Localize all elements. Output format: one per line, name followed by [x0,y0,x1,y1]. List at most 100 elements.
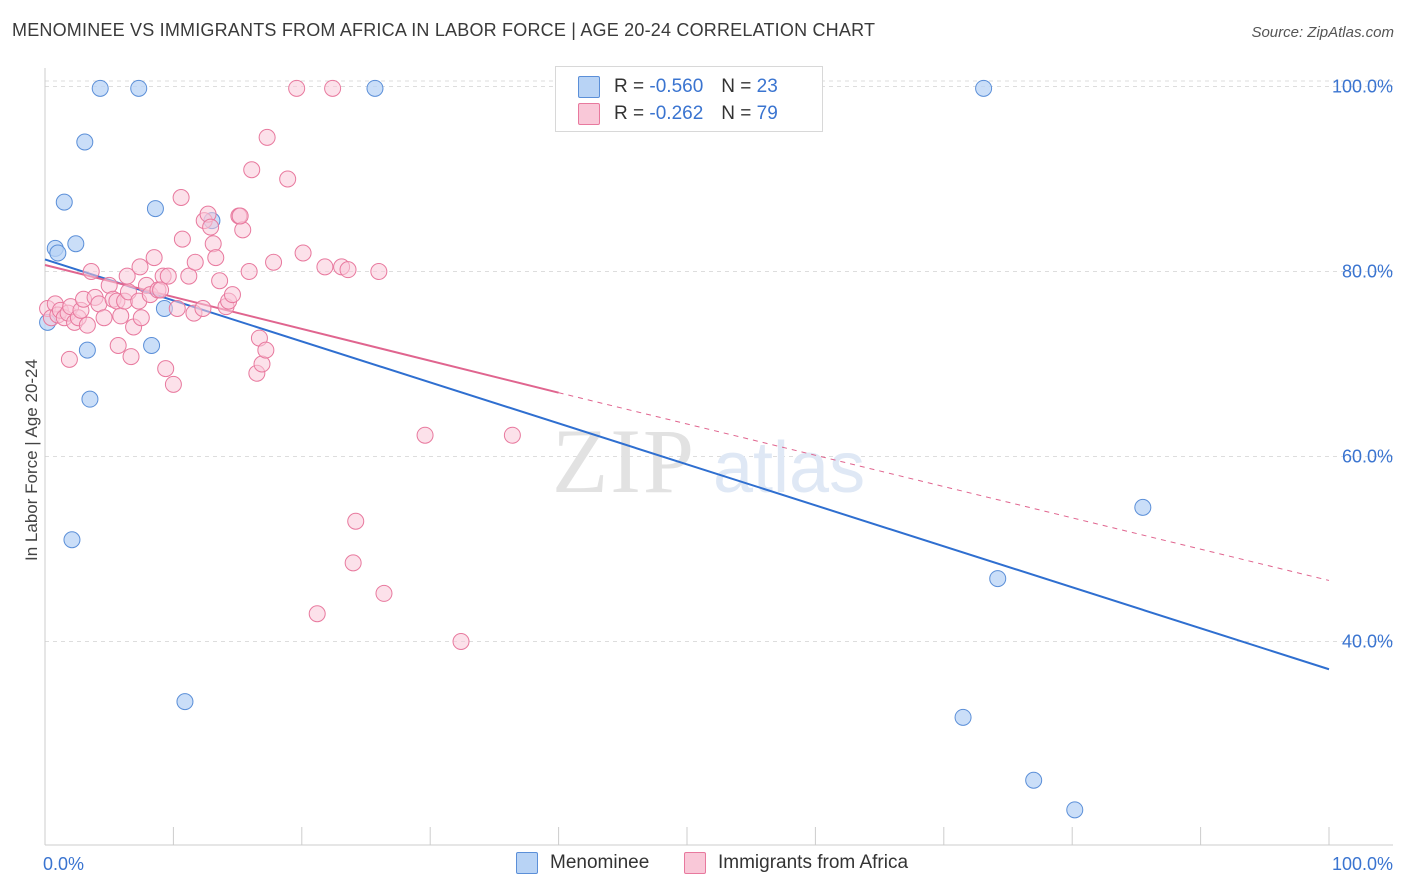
n-value: 23 [756,76,778,97]
africa-point [347,512,365,530]
n-value: 79 [756,103,778,124]
r-label: R = [614,76,645,97]
africa-point [240,263,258,280]
menominee-point [49,244,67,262]
africa-point [60,350,78,368]
menominee-point [176,693,194,711]
africa-point [159,267,177,285]
africa-point [164,375,182,393]
africa-point [223,286,241,304]
menominee-point [366,79,384,97]
menominee-point [76,133,94,151]
legend-item-africa: Immigrants from Africa [684,852,908,874]
africa-point [157,360,175,378]
africa-swatch [684,852,706,874]
y-tick-label: 80.0% [1342,262,1393,282]
menominee-point [975,79,993,97]
africa-point [234,221,252,239]
africa-point [194,300,212,317]
africa-point [344,554,362,572]
africa-trend-extension [558,392,1330,581]
menominee-point [1025,771,1043,789]
africa-point [82,263,100,280]
menominee-point [55,193,73,211]
y-tick-label: 100.0% [1332,77,1393,97]
legend-label: Menominee [550,852,650,873]
menominee-point [81,390,99,408]
africa-point [308,605,326,623]
africa-point [370,263,388,280]
africa-point [452,633,470,650]
watermark-atlas: atlas [713,428,865,508]
africa-point [122,348,140,366]
africa-point [118,267,136,285]
africa-point [172,189,190,206]
menominee-point [1066,801,1084,819]
menominee-point [63,531,81,549]
africa-point [95,309,113,327]
africa-point [288,79,306,97]
africa-point [231,207,249,225]
x-tick-label: 0.0% [43,854,84,874]
chart-title: MENOMINEE VS IMMIGRANTS FROM AFRICA IN L… [12,20,876,40]
africa-point [145,249,163,267]
menominee-point [67,235,85,253]
africa-point [109,337,127,354]
africa-point [132,309,150,327]
africa-point [243,161,261,179]
y-tick-label: 60.0% [1342,447,1393,467]
africa-point [257,341,275,359]
africa-point [503,426,521,444]
africa-point [78,316,96,334]
africa-trend-line [44,264,559,394]
africa-point [131,258,149,276]
africa-point [112,307,130,325]
africa-point [265,253,283,271]
menominee-point [954,708,972,726]
africa-point [202,218,220,236]
menominee-point [1134,498,1152,516]
watermark-zip: ZIP [552,410,696,512]
data-points [39,79,1152,819]
menominee-trend-line [44,258,1330,671]
africa-point [211,272,229,290]
correlation-legend: R = -0.560 N = 23 R = -0.262 N = 79 [555,66,823,132]
x-tick-label: 100.0% [1332,854,1393,874]
r-value: -0.560 [649,76,704,97]
r-label: R = [614,103,645,124]
africa-swatch [578,103,600,125]
menominee-point [78,341,96,359]
africa-point [186,253,204,271]
trend-lines [44,258,1330,671]
series-legend: Menominee Immigrants from Africa [0,852,1406,876]
africa-point [316,258,334,276]
africa-point [279,170,297,188]
y-tick-label: 40.0% [1342,632,1393,652]
menominee-point [146,200,164,218]
n-label: N = [721,103,752,124]
africa-point [204,235,222,253]
africa-point [416,426,434,444]
africa-point [339,261,357,279]
africa-point [168,300,186,317]
menominee-swatch [578,76,600,98]
menominee-point [130,79,148,97]
tick-labels: 40.0% 60.0% 80.0% 100.0% 0.0% 100.0% [43,77,1393,875]
africa-point [152,281,170,299]
source-credit: Source: ZipAtlas.com [1251,24,1394,41]
africa-point [180,267,198,285]
menominee-point [989,570,1007,588]
africa-point [207,249,225,267]
legend-item-menominee: Menominee [516,852,649,874]
menominee-point [91,79,109,97]
menominee-point [143,337,161,354]
legend-row-africa: R = -0.262 N = 79 [578,102,778,126]
axes [44,68,1393,846]
africa-point [258,128,276,146]
africa-point [173,230,191,248]
n-label: N = [721,76,752,97]
legend-label: Immigrants from Africa [718,852,909,873]
africa-point [294,244,312,262]
menominee-swatch [516,852,538,874]
